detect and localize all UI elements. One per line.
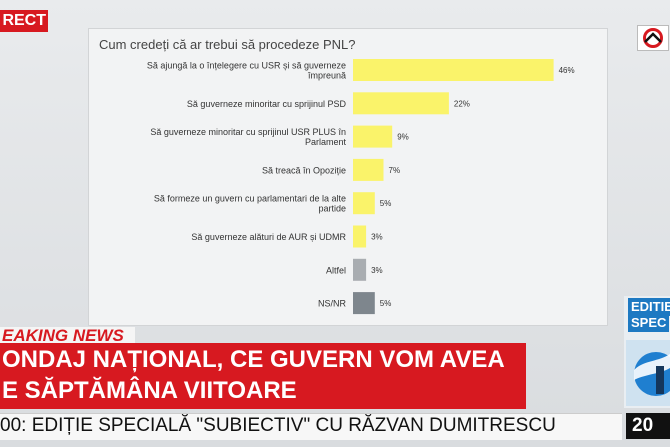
globe-art-icon [626,340,670,406]
value-label-2: 22% [454,99,470,108]
clock-box [626,413,670,439]
value-label-4: 7% [389,166,401,175]
category-label-3: Să guverneze minoritar cu sprijinul USR … [150,127,346,147]
category-label-4: Să treacă în Opoziție [262,165,346,175]
logo-mark [643,28,663,48]
headline-line-2: E SĂPTĂMÂNA VIITOARE [2,377,297,404]
antena3-logo-icon [637,25,669,51]
poll-bar-chart: Să ajungă la o înțelegere cu USR și să g… [147,59,575,315]
value-label-3: 9% [397,133,409,142]
category-label-1: Să ajungă la o înțelegere cu USR și să g… [147,61,346,81]
live-tag [0,10,48,32]
value-label-1: 46% [559,66,575,75]
bar-6 [353,225,367,248]
bar-1 [353,59,554,81]
value-label-5: 5% [380,199,392,208]
category-label-7: Altfel [326,265,346,275]
promo-subtitle: SPEC [628,314,670,332]
category-label-2: Să guverneze minoritar cu sprijinul PSD [187,99,347,109]
ticker-text: 00: EDIȚIE SPECIALĂ "SUBIECTIV" CU RĂZVA… [0,415,556,436]
category-label-6: Să guverneze alături de AUR și UDMR [191,232,346,242]
bar-7 [353,258,367,281]
ticker-bar [0,413,622,440]
live-label: RECT [2,12,46,29]
bar-2 [353,92,449,115]
value-label-8: 5% [380,299,392,308]
bar-5 [353,192,375,215]
category-label-5: Să formeze un guvern cu parlamentari de … [154,194,346,214]
breaking-news-bar [0,327,135,345]
bar-3 [353,125,393,148]
promo-title: EDITIE [628,298,670,316]
clock: 20 [632,415,654,436]
bar-4 [353,158,384,181]
value-label-6: 3% [371,233,383,242]
poll-question: Cum credeți că ar trebui să procedeze PN… [99,37,356,52]
headline-bar [0,343,526,409]
bar-8 [353,292,375,315]
breaking-news-label: EAKING NEWS [2,326,124,345]
category-label-8: NS/NR [318,299,347,309]
value-label-7: 3% [371,266,383,275]
headline-line-1: ONDAJ NAȚIONAL, CE GUVERN VOM AVEA [2,346,505,373]
